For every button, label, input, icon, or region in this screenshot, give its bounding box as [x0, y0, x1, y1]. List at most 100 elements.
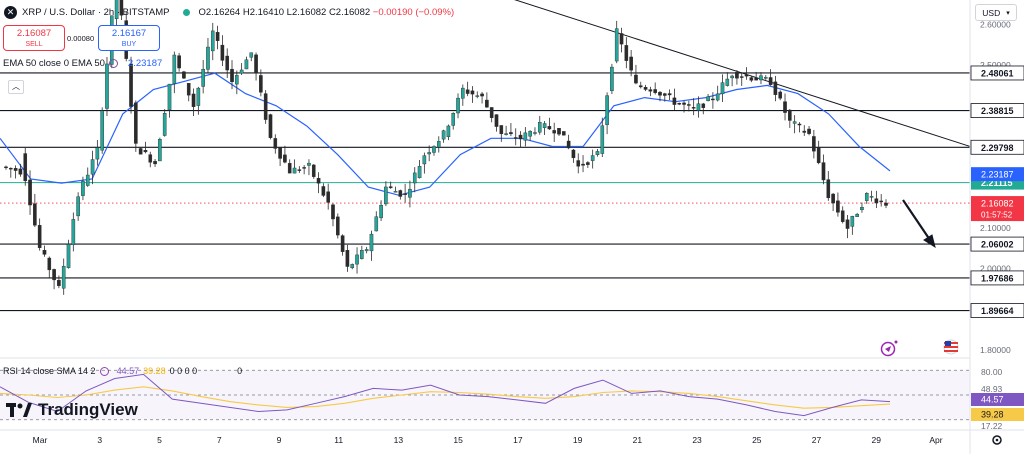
candle-body[interactable]: [37, 225, 42, 248]
candle-body[interactable]: [57, 280, 61, 286]
candle-body[interactable]: [441, 130, 446, 140]
candle-body[interactable]: [249, 52, 254, 58]
candle-body[interactable]: [581, 163, 585, 166]
candle-body[interactable]: [768, 77, 773, 85]
candle-body[interactable]: [297, 169, 302, 171]
descending-trendline[interactable]: [440, 0, 971, 147]
candle-body[interactable]: [95, 147, 100, 160]
candle-body[interactable]: [336, 216, 340, 236]
candle-body[interactable]: [239, 69, 244, 74]
candle-body[interactable]: [316, 177, 321, 184]
candle-body[interactable]: [816, 147, 821, 164]
candle-body[interactable]: [182, 71, 186, 79]
candle-body[interactable]: [311, 164, 316, 177]
candle-body[interactable]: [326, 191, 330, 203]
candle-body[interactable]: [739, 76, 744, 78]
candle-body[interactable]: [701, 103, 706, 108]
candle-body[interactable]: [186, 83, 191, 96]
candle-body[interactable]: [427, 152, 431, 155]
candle-body[interactable]: [76, 196, 80, 217]
candle-body[interactable]: [283, 154, 287, 163]
candle-body[interactable]: [691, 107, 696, 109]
candle-body[interactable]: [162, 113, 167, 136]
candle-body[interactable]: [662, 93, 667, 96]
candle-body[interactable]: [345, 250, 350, 267]
candle-body[interactable]: [562, 131, 566, 136]
rsi-visibility-eye-icon[interactable]: [99, 366, 109, 376]
candle-body[interactable]: [417, 166, 422, 179]
candle-body[interactable]: [874, 198, 879, 204]
candle-body[interactable]: [388, 186, 393, 189]
candle-body[interactable]: [586, 162, 590, 165]
candle-body[interactable]: [763, 77, 768, 79]
us-flag-icon[interactable]: [943, 339, 959, 355]
candle-body[interactable]: [105, 63, 109, 109]
candle-body[interactable]: [148, 154, 153, 163]
candle-body[interactable]: [812, 136, 816, 152]
rsi-sma-line[interactable]: [0, 386, 891, 409]
currency-selector[interactable]: USD ▾: [975, 4, 1017, 21]
candle-body[interactable]: [879, 200, 883, 203]
candle-body[interactable]: [119, 0, 124, 16]
candle-body[interactable]: [537, 122, 542, 133]
candle-body[interactable]: [605, 95, 609, 125]
candle-body[interactable]: [369, 233, 374, 252]
candle-body[interactable]: [552, 130, 556, 134]
candle-body[interactable]: [513, 137, 518, 139]
candle-body[interactable]: [360, 250, 364, 259]
candle-body[interactable]: [711, 98, 715, 101]
candle-body[interactable]: [778, 91, 783, 99]
candle-body[interactable]: [744, 74, 749, 77]
candle-body[interactable]: [225, 55, 230, 71]
candle-body[interactable]: [797, 123, 802, 126]
candle-body[interactable]: [518, 134, 523, 140]
candle-body[interactable]: [129, 63, 133, 107]
candle-body[interactable]: [566, 140, 571, 149]
candle-body[interactable]: [71, 219, 76, 246]
candle-body[interactable]: [624, 45, 629, 61]
candle-body[interactable]: [542, 123, 547, 128]
candle-body[interactable]: [677, 103, 682, 105]
candle-body[interactable]: [672, 97, 677, 105]
candle-body[interactable]: [52, 269, 56, 281]
candle-body[interactable]: [42, 249, 47, 255]
candle-body[interactable]: [66, 244, 71, 268]
candle-body[interactable]: [4, 166, 8, 169]
candle-body[interactable]: [138, 148, 143, 155]
candle-body[interactable]: [831, 193, 835, 204]
candle-body[interactable]: [47, 257, 52, 271]
candle-body[interactable]: [278, 147, 282, 159]
candle-body[interactable]: [196, 87, 201, 106]
candle-body[interactable]: [864, 192, 869, 201]
candle-body[interactable]: [706, 96, 710, 102]
candle-body[interactable]: [557, 128, 561, 135]
candle-body[interactable]: [18, 168, 23, 175]
candle-body[interactable]: [629, 56, 633, 71]
candle-body[interactable]: [634, 74, 638, 84]
candle-body[interactable]: [638, 85, 643, 88]
ema-legend[interactable]: EMA 50 close 0 EMA 50 2.23187: [3, 58, 162, 69]
candle-body[interactable]: [210, 30, 215, 52]
candle-body[interactable]: [499, 125, 504, 135]
candle-body[interactable]: [307, 162, 311, 166]
candle-body[interactable]: [850, 215, 855, 227]
candle-body[interactable]: [614, 28, 619, 62]
candle-body[interactable]: [321, 186, 326, 196]
candle-body[interactable]: [754, 77, 758, 81]
candle-body[interactable]: [244, 59, 249, 70]
candle-body[interactable]: [682, 102, 686, 105]
candle-body[interactable]: [100, 110, 104, 151]
rsi-legend[interactable]: RSI 14 close SMA 14 2 44.57 39.28 0 0 0 …: [3, 366, 242, 376]
candle-body[interactable]: [153, 161, 157, 165]
candle-body[interactable]: [292, 167, 297, 174]
candle-body[interactable]: [533, 132, 537, 134]
candle-body[interactable]: [610, 66, 614, 92]
candle-body[interactable]: [600, 125, 605, 154]
candle-body[interactable]: [845, 219, 850, 229]
candle-body[interactable]: [393, 191, 398, 193]
candle-body[interactable]: [302, 167, 306, 169]
sparkle-icon[interactable]: [880, 340, 898, 357]
candle-body[interactable]: [273, 138, 278, 149]
candle-body[interactable]: [489, 107, 494, 118]
